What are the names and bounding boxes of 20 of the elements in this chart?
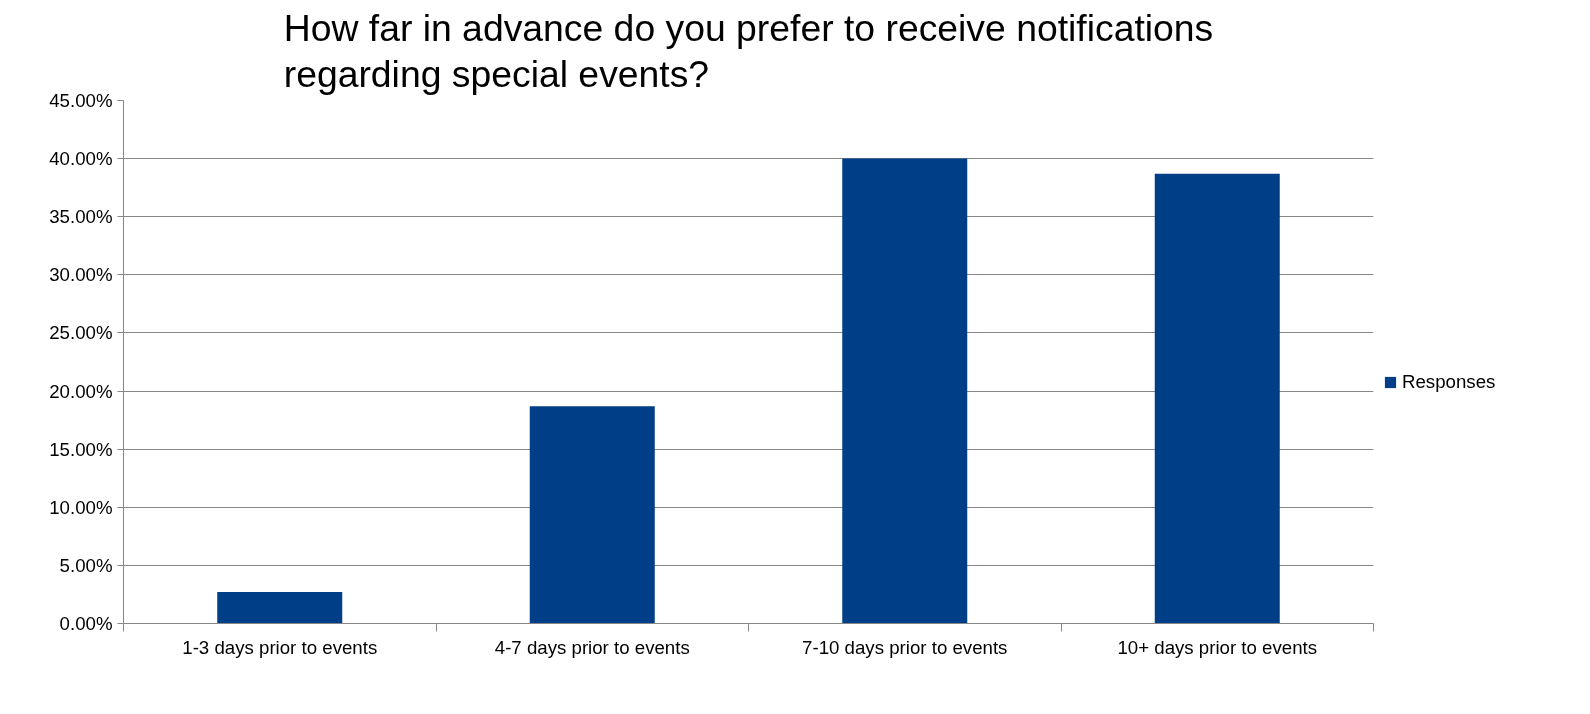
legend-label: Responses: [1402, 371, 1496, 393]
y-tick-label: 0.00%: [59, 613, 113, 634]
y-tick-label: 35.00%: [49, 206, 113, 228]
y-tick-label: 25.00%: [49, 322, 113, 344]
x-tick-label: 1-3 days prior to events: [182, 636, 378, 658]
bar: [1154, 173, 1280, 624]
y-tick-label: 10.00%: [49, 496, 113, 518]
chart-title: How far in advance do you prefer to receive notifications regarding special events?: [283, 7, 1214, 96]
y-tick-label: 45.00%: [49, 90, 113, 111]
y-tick-label: 5.00%: [59, 554, 113, 576]
x-tick-label: 7-10 days prior to events: [802, 636, 1008, 658]
y-tick-label: 30.00%: [49, 264, 113, 286]
x-tick-label: 10+ days prior to events: [1117, 636, 1318, 658]
bar: [842, 158, 968, 624]
y-tick-label: 20.00%: [49, 380, 113, 402]
y-tick-label: 40.00%: [49, 148, 113, 170]
bar: [217, 592, 343, 624]
bar: [529, 406, 655, 624]
x-tick-label: 4-7 days prior to events: [494, 636, 690, 658]
y-tick-label: 15.00%: [49, 438, 113, 460]
